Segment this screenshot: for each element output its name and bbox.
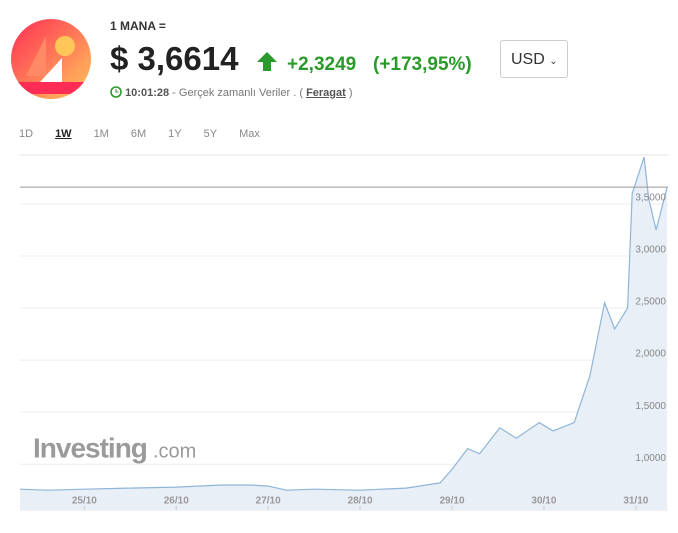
x-tick-label: 28/10 [348,496,373,507]
y-tick-label: 2,0000 [635,349,666,360]
tab[interactable]: 1W [55,128,72,140]
x-tick-label: 27/10 [256,496,281,507]
tabs: 1D 1W 1M 6M 1Y 5Y Max [19,128,282,140]
pair: 1 MANA = [110,19,166,33]
change: +2,3249 [287,54,357,75]
tab[interactable]: 1M [93,128,109,140]
disclaimer[interactable]: Feragat [306,87,346,99]
info: 10:01:28 - Gerçek zamanlı Veriler . ( Fe… [110,86,353,99]
tab[interactable]: 1Y [168,128,182,140]
tab[interactable]: Max [239,128,260,140]
change-percent: (+173,95%) [373,54,472,75]
time: 10:01:28 [125,87,170,99]
y-tick-label: 1,0000 [635,453,666,464]
currency: USD [511,51,545,68]
watermark-suffix: .com [153,440,196,462]
logo [11,19,91,99]
x-tick-label: 26/10 [164,496,189,507]
clock [110,86,122,98]
price: $ 3,6614 [110,40,239,77]
tab[interactable]: 5Y [203,128,218,140]
area [20,157,668,510]
tab[interactable]: 1D [19,128,34,140]
y-tick-label: 3,5000 [635,193,666,204]
realtime: - Gerçek zamanlı Veriler . ( [172,87,303,99]
tab[interactable]: 6M [130,128,147,140]
y-tick-label: 1,5000 [635,401,666,412]
up-arrow [257,52,277,71]
x-tick-label: 25/10 [72,496,97,507]
x-tick-label: 29/10 [439,496,464,507]
y-tick-label: 3,0000 [635,245,666,256]
watermark: Investing [33,432,147,463]
x-tick-label: 31/10 [623,496,648,507]
y-tick-label: 2,5000 [635,297,666,308]
currency-select[interactable]: USD ⌄ [500,40,568,78]
paren: ) [348,87,353,99]
x-tick-label: 30/10 [531,496,556,507]
line [19,156,668,491]
